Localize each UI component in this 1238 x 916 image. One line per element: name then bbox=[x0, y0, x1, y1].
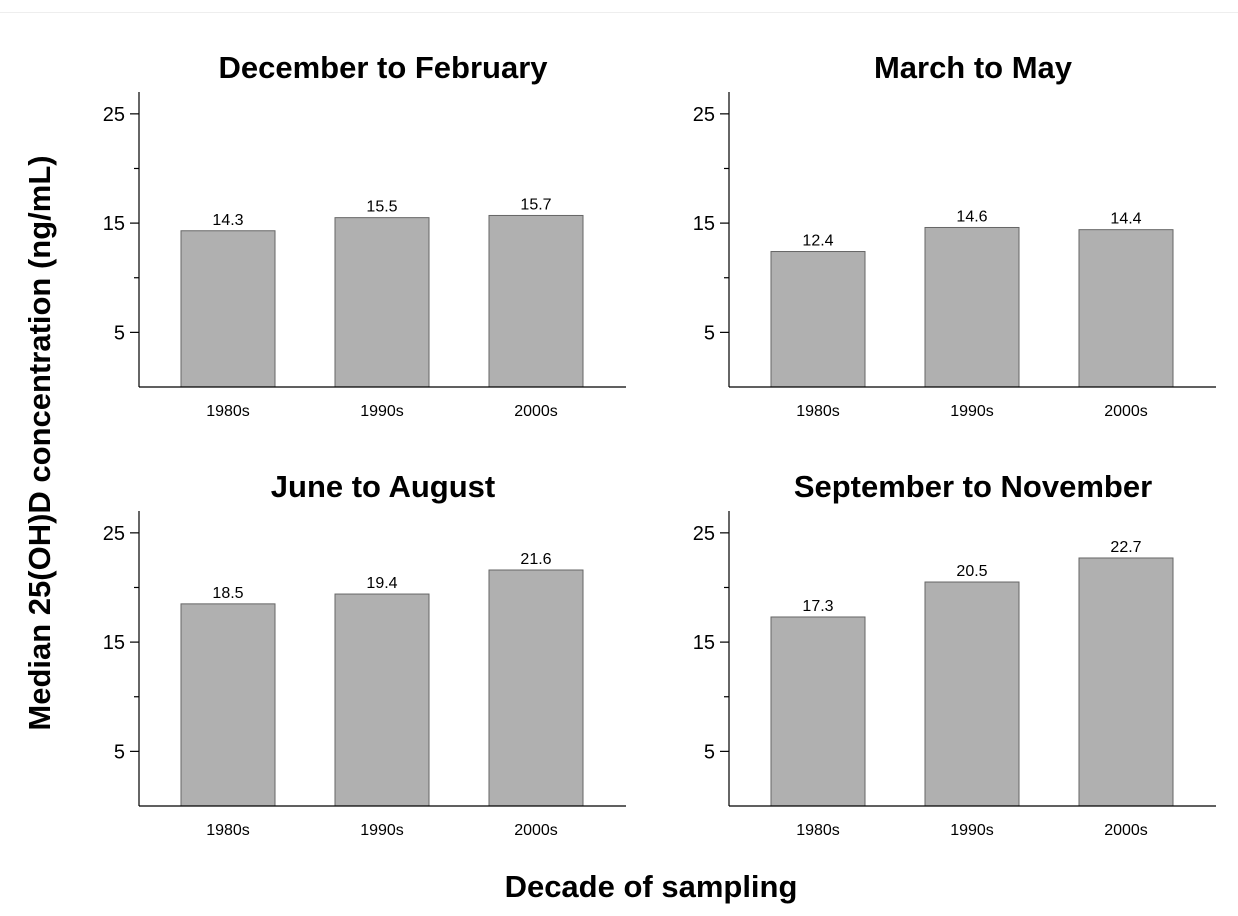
bar bbox=[1078, 557, 1174, 807]
chart-title: March to May bbox=[874, 50, 1073, 85]
x-tick-label: 1990s bbox=[360, 403, 404, 420]
data-label: 14.6 bbox=[956, 208, 987, 225]
bar bbox=[488, 214, 584, 388]
data-label: 14.4 bbox=[1110, 211, 1141, 228]
x-tick-label: 1990s bbox=[360, 822, 404, 839]
bar bbox=[334, 217, 430, 388]
x-tick-label: 1990s bbox=[950, 403, 994, 420]
data-label: 18.5 bbox=[212, 585, 243, 602]
x-tick-label: 2000s bbox=[514, 822, 558, 839]
x-tick-label: 2000s bbox=[1104, 403, 1148, 420]
y-tick-label: 15 bbox=[693, 632, 715, 654]
bar bbox=[334, 593, 430, 807]
data-label: 21.6 bbox=[520, 551, 551, 568]
y-tick-label: 5 bbox=[704, 322, 715, 344]
chart-panel: September to November 17.3 1980s 20.5 1990s 2… bbox=[693, 469, 1216, 839]
bar bbox=[924, 581, 1020, 807]
y-tick-label: 25 bbox=[693, 523, 715, 545]
x-axis-title: Decade of sampling bbox=[505, 869, 798, 904]
data-label: 22.7 bbox=[1110, 539, 1141, 556]
x-tick-label: 2000s bbox=[514, 403, 558, 420]
x-tick-label: 1990s bbox=[950, 822, 994, 839]
y-tick-label: 15 bbox=[103, 213, 125, 235]
chart-panels: December to February 14.3 1980s 15.5 1990s 15… bbox=[103, 50, 1216, 839]
x-tick-label: 2000s bbox=[1104, 822, 1148, 839]
data-label: 12.4 bbox=[802, 233, 833, 250]
data-label: 20.5 bbox=[956, 563, 987, 580]
bar bbox=[180, 603, 276, 807]
y-axis-title: Median 25(OH)D concentration (ng/mL) bbox=[22, 155, 57, 730]
y-tick-label: 25 bbox=[103, 104, 125, 126]
y-tick-label: 5 bbox=[704, 741, 715, 763]
chart-panel: June to August 18.5 1980s 19.4 1990s 21.6 2000… bbox=[103, 469, 626, 839]
data-label: 19.4 bbox=[366, 575, 397, 592]
bar bbox=[1078, 229, 1174, 388]
x-tick-label: 1980s bbox=[796, 822, 840, 839]
chart-panel: March to May 12.4 1980s 14.6 1990s 14.4 2000s 5… bbox=[693, 50, 1216, 420]
bar bbox=[180, 230, 276, 388]
x-tick-label: 1980s bbox=[796, 403, 840, 420]
data-label: 17.3 bbox=[802, 598, 833, 615]
y-tick-label: 5 bbox=[114, 741, 125, 763]
x-tick-label: 1980s bbox=[206, 403, 250, 420]
chart-title: December to February bbox=[218, 50, 548, 85]
y-tick-label: 5 bbox=[114, 322, 125, 344]
top-rule bbox=[0, 12, 1238, 13]
bar bbox=[488, 569, 584, 807]
y-tick-label: 25 bbox=[693, 104, 715, 126]
y-tick-label: 25 bbox=[103, 523, 125, 545]
data-label: 14.3 bbox=[212, 212, 243, 229]
bar bbox=[924, 226, 1020, 388]
chart-panel: December to February 14.3 1980s 15.5 1990s 15… bbox=[103, 50, 626, 420]
y-tick-label: 15 bbox=[103, 632, 125, 654]
bar bbox=[770, 251, 866, 388]
x-tick-label: 1980s bbox=[206, 822, 250, 839]
chart-title: June to August bbox=[271, 469, 495, 504]
bar bbox=[770, 616, 866, 807]
data-label: 15.5 bbox=[366, 199, 397, 216]
y-tick-label: 15 bbox=[693, 213, 715, 235]
data-label: 15.7 bbox=[520, 196, 551, 213]
chart-title: September to November bbox=[794, 469, 1152, 504]
